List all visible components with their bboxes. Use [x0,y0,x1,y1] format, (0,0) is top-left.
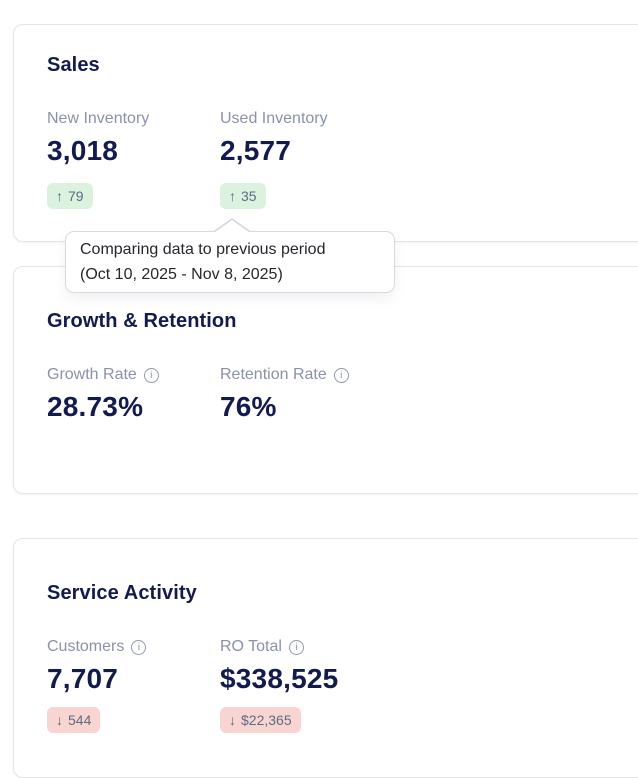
info-icon[interactable]: i [333,367,349,383]
up-arrow-icon: ↑ [229,188,236,204]
delta-value: 544 [68,712,92,728]
metric-label: Used Inventory [220,109,353,129]
info-icon[interactable]: i [131,639,147,655]
metric-value: 3,018 [47,135,119,166]
metric-label-text: Used Inventory [220,110,328,127]
metric-label: Customers i [47,637,180,657]
card-title-sales: Sales [47,54,100,76]
card-title-service-activity: Service Activity [47,582,197,604]
up-arrow-icon: ↑ [56,188,63,204]
metric-customers: Customers i 7,707 ↓ 544 [47,637,180,733]
down-arrow-icon: ↓ [56,712,63,728]
delta-value: $22,365 [241,712,292,728]
metric-used-inventory: Used Inventory 2,577 ↑ 35 [220,109,353,209]
metric-label: New Inventory [47,109,180,129]
metric-value: $338,525 [220,663,339,694]
delta-value: 79 [68,188,84,204]
card-title-growth-retention: Growth & Retention [47,310,237,332]
metric-retention-rate: Retention Rate i 76% [220,365,353,422]
metric-label-text: Growth Rate [47,366,137,383]
metric-label-text: Retention Rate [220,366,327,383]
metric-label-text: New Inventory [47,110,150,127]
growth-metrics-row: Growth Rate i 28.73% Retention Rate i 76… [47,365,638,422]
delta-value: 35 [241,188,257,204]
metric-ro-total: RO Total i $338,525 ↓ $22,365 [220,637,353,733]
metric-label-text: Customers [47,638,125,655]
tooltip-line-1: Comparing data to previous period [80,241,326,258]
tooltip-line-2: (Oct 10, 2025 - Nov 8, 2025) [80,266,283,283]
metric-new-inventory: New Inventory 3,018 ↑ 79 [47,109,180,209]
metric-value: 76% [220,391,277,422]
delta-badge[interactable]: ↓ $22,365 [220,707,301,733]
metric-label: Growth Rate i [47,365,180,385]
delta-badge[interactable]: ↑ 79 [47,183,93,209]
delta-badge[interactable]: ↓ 544 [47,707,101,733]
metric-value: 28.73% [47,391,144,422]
metric-value: 7,707 [47,663,119,694]
sales-metrics-row: New Inventory 3,018 ↑ 79 Used Inventory … [47,109,638,209]
info-icon[interactable]: i [143,367,159,383]
metric-label: Retention Rate i [220,365,353,385]
service-metrics-row: Customers i 7,707 ↓ 544 RO Total i $338,… [47,637,638,733]
service-activity-card: Service Activity Customers i 7,707 ↓ 544… [13,538,638,778]
metric-growth-rate: Growth Rate i 28.73% [47,365,180,422]
metric-value: 2,577 [220,135,292,166]
sales-card: Sales New Inventory 3,018 ↑ 79 Used Inve… [13,24,638,242]
delta-badge[interactable]: ↑ 35 [220,183,266,209]
metric-label: RO Total i [220,637,353,657]
metric-label-text: RO Total [220,638,282,655]
info-icon[interactable]: i [288,639,304,655]
down-arrow-icon: ↓ [229,712,236,728]
growth-retention-card: Growth & Retention Growth Rate i 28.73% … [13,266,638,494]
comparison-tooltip: Comparing data to previous period (Oct 1… [65,218,395,293]
